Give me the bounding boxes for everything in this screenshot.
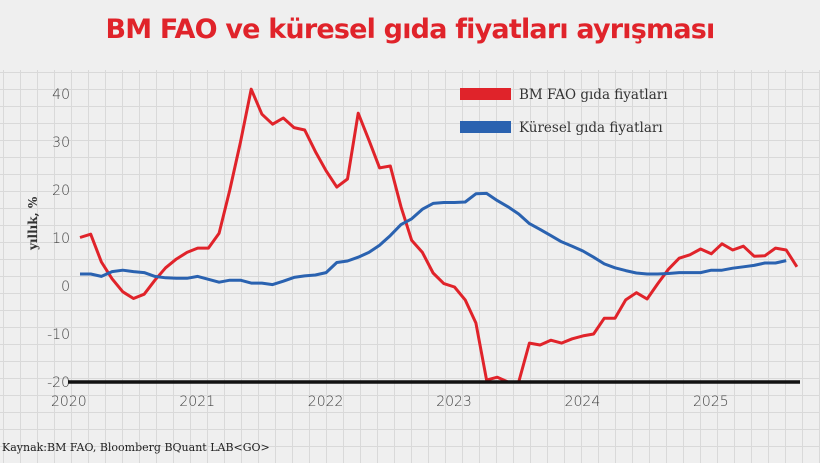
y-tick-label: 20: [52, 183, 70, 199]
y-tick-label: -10: [47, 327, 70, 343]
y-tick-label: -20: [47, 375, 70, 391]
x-tick-label: 2025: [693, 394, 729, 410]
legend-swatch: [460, 88, 511, 100]
series-line-kuresel: [80, 191, 787, 287]
legend-label: Küresel gıda fiyatları: [519, 120, 663, 136]
x-tick-label: 2023: [436, 394, 472, 410]
legend-label: BM FAO gıda fiyatları: [519, 87, 668, 103]
series-line-bm-fao: [79, 87, 799, 384]
y-tick-label: 40: [52, 87, 70, 103]
y-tick-label: 10: [52, 231, 70, 247]
y-axis-label: yıllık, %: [26, 196, 40, 251]
y-tick-label: 0: [61, 279, 70, 295]
x-tick-label: 2020: [51, 394, 87, 410]
chart-title: BM FAO ve küresel gıda fiyatları ayrışma…: [105, 14, 715, 45]
legend-swatch: [460, 121, 511, 133]
x-tick-label: 2021: [179, 394, 215, 410]
source-note: Kaynak:BM FAO, Bloomberg BQuant LAB<GO>: [2, 441, 270, 454]
x-tick-label: 2022: [308, 394, 344, 410]
y-tick-label: 30: [52, 135, 70, 151]
x-tick-label: 2024: [565, 394, 601, 410]
